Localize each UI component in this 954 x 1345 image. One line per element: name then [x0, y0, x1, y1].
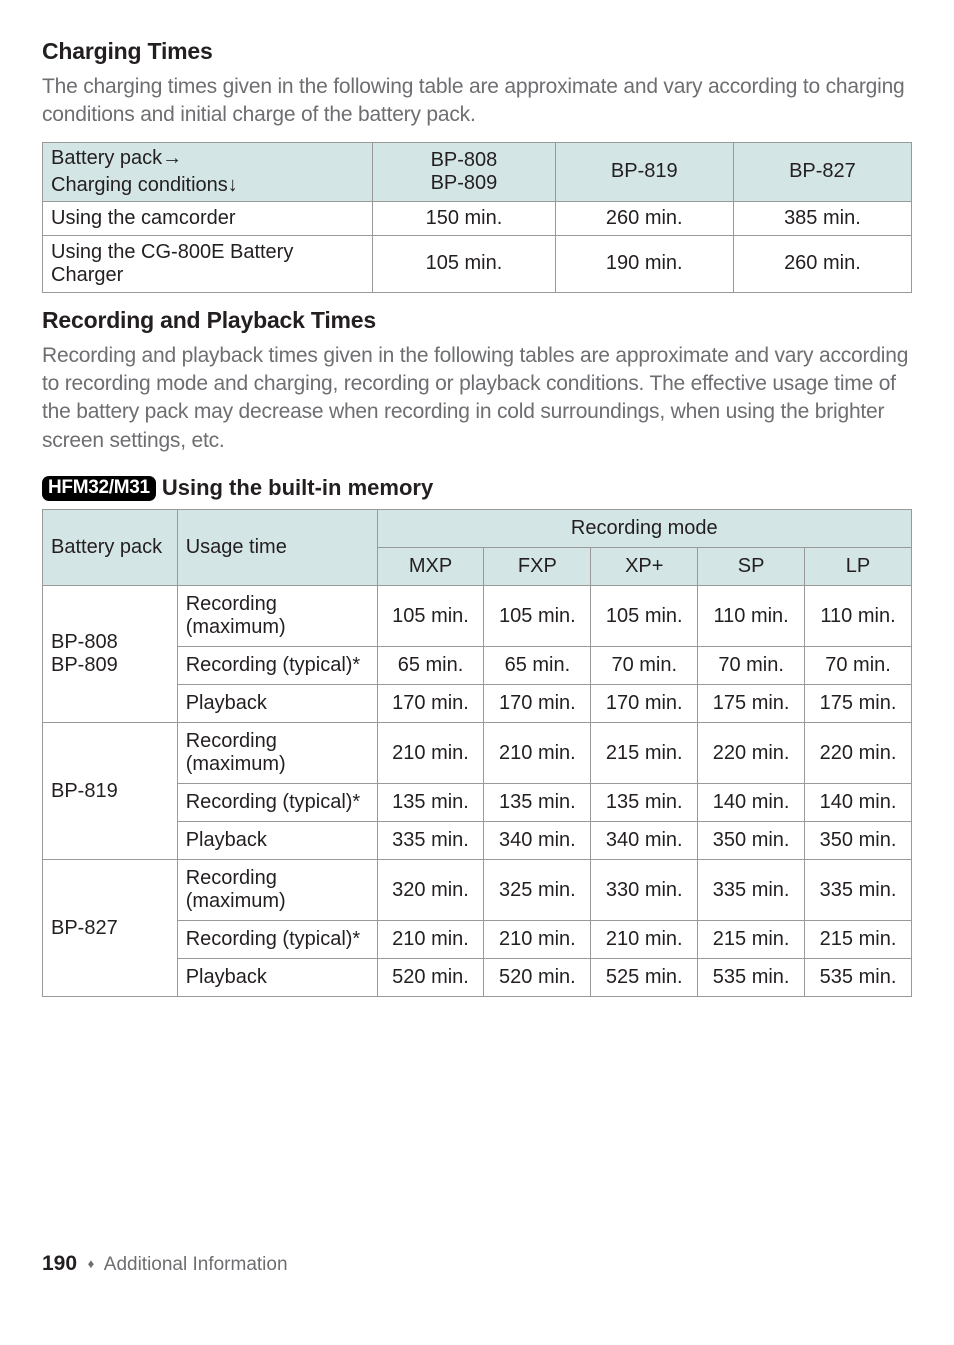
rec-g2r0-v0: 320 min.	[377, 860, 484, 921]
table-row: BP-827 Recording (maximum) 320 min. 325 …	[43, 860, 912, 921]
recording-heading: Recording and Playback Times	[42, 307, 912, 334]
rec-hdr-usage: Usage time	[177, 510, 377, 586]
footer-section: Additional Information	[104, 1254, 288, 1275]
rec-g0r1-v0: 65 min.	[377, 647, 484, 685]
rec-mode-3: SP	[698, 548, 805, 586]
diamond-icon: ♦	[88, 1256, 95, 1271]
rec-g0r1-v2: 70 min.	[591, 647, 698, 685]
table-row: BP-808 BP-809 Recording (maximum) 105 mi…	[43, 586, 912, 647]
rec-g1r2-label: Playback	[177, 822, 377, 860]
rec-g0r0-v2: 105 min.	[591, 586, 698, 647]
rec-g0r2-v0: 170 min.	[377, 685, 484, 723]
table-row: Using the camcorder 150 min. 260 min. 38…	[43, 201, 912, 235]
rec-g0r1-v1: 65 min.	[484, 647, 591, 685]
rec-g2r1-label: Recording (typical)*	[177, 921, 377, 959]
rec-g0r1-v4: 70 min.	[805, 647, 912, 685]
page-footer: 190 ♦ Additional Information	[42, 1252, 912, 1276]
rec-g1r1-label: Recording (typical)*	[177, 784, 377, 822]
rec-g0r2-label: Playback	[177, 685, 377, 723]
rec-g0r0-v3: 110 min.	[698, 586, 805, 647]
rec-g1r0-v1: 210 min.	[484, 723, 591, 784]
rec-g1r2-v1: 340 min.	[484, 822, 591, 860]
rec-g1r0-v0: 210 min.	[377, 723, 484, 784]
model-badge: HFM32/M31	[42, 476, 156, 501]
memory-badge-text: Using the built-in memory	[162, 475, 433, 501]
rec-g0r2-v3: 175 min.	[698, 685, 805, 723]
charging-row0-label: Using the camcorder	[43, 201, 373, 235]
rec-pack-0: BP-808 BP-809	[43, 586, 178, 723]
rec-g0r1-v3: 70 min.	[698, 647, 805, 685]
rec-g0r2-v4: 175 min.	[805, 685, 912, 723]
rec-g2r2-label: Playback	[177, 959, 377, 997]
rec-g2r1-v3: 215 min.	[698, 921, 805, 959]
rec-mode-1: FXP	[484, 548, 591, 586]
rec-g2r0-v4: 335 min.	[805, 860, 912, 921]
rec-g2r0-v3: 335 min.	[698, 860, 805, 921]
rec-g0r0-v0: 105 min.	[377, 586, 484, 647]
rec-g2r0-v2: 330 min.	[591, 860, 698, 921]
rec-g1r1-v4: 140 min.	[805, 784, 912, 822]
rec-g2r2-v2: 525 min.	[591, 959, 698, 997]
rec-g0r2-v1: 170 min.	[484, 685, 591, 723]
rec-g0r0-v4: 110 min.	[805, 586, 912, 647]
charging-col-0: BP-808 BP-809	[373, 142, 555, 201]
rec-pack-2: BP-827	[43, 860, 178, 997]
charging-hdr-left: Battery pack→ Charging conditions↓	[43, 142, 373, 201]
charging-row1-label: Using the CG-800E Battery Charger	[43, 235, 373, 292]
rec-g1r2-v2: 340 min.	[591, 822, 698, 860]
rec-mode-2: XP+	[591, 548, 698, 586]
rec-g1r1-v3: 140 min.	[698, 784, 805, 822]
charging-times-heading: Charging Times	[42, 38, 912, 65]
rec-g2r1-v0: 210 min.	[377, 921, 484, 959]
rec-hdr-battery: Battery pack	[43, 510, 178, 586]
rec-g2r2-v4: 535 min.	[805, 959, 912, 997]
rec-mode-0: MXP	[377, 548, 484, 586]
charging-row0-v2: 385 min.	[733, 201, 911, 235]
charging-col-2: BP-827	[733, 142, 911, 201]
charging-row1-v0: 105 min.	[373, 235, 555, 292]
charging-hdr-conditions: Charging conditions↓	[51, 172, 364, 199]
rec-g2r0-v1: 325 min.	[484, 860, 591, 921]
rec-g1r0-v4: 220 min.	[805, 723, 912, 784]
charging-times-intro: The charging times given in the followin…	[42, 73, 912, 130]
rec-g1r1-v0: 135 min.	[377, 784, 484, 822]
rec-g2r2-v3: 535 min.	[698, 959, 805, 997]
rec-g0r1-label: Recording (typical)*	[177, 647, 377, 685]
charging-row0-v1: 260 min.	[555, 201, 733, 235]
charging-row0-v0: 150 min.	[373, 201, 555, 235]
rec-g2r1-v1: 210 min.	[484, 921, 591, 959]
charging-col-1: BP-819	[555, 142, 733, 201]
rec-mode-4: LP	[805, 548, 912, 586]
rec-g2r0-label: Recording (maximum)	[177, 860, 377, 921]
rec-pack-1: BP-819	[43, 723, 178, 860]
rec-g0r0-label: Recording (maximum)	[177, 586, 377, 647]
rec-g2r1-v2: 210 min.	[591, 921, 698, 959]
charging-hdr-battery: Battery pack→	[51, 145, 364, 172]
rec-g2r2-v1: 520 min.	[484, 959, 591, 997]
rec-g1r2-v0: 335 min.	[377, 822, 484, 860]
memory-badge-row: HFM32/M31 Using the built-in memory	[42, 475, 912, 501]
rec-g2r2-v0: 520 min.	[377, 959, 484, 997]
rec-g1r0-v3: 220 min.	[698, 723, 805, 784]
recording-intro: Recording and playback times given in th…	[42, 342, 912, 455]
table-row: Using the CG-800E Battery Charger 105 mi…	[43, 235, 912, 292]
rec-g1r0-label: Recording (maximum)	[177, 723, 377, 784]
rec-g1r2-v4: 350 min.	[805, 822, 912, 860]
rec-g1r2-v3: 350 min.	[698, 822, 805, 860]
charging-table: Battery pack→ Charging conditions↓ BP-80…	[42, 142, 912, 293]
rec-g1r0-v2: 215 min.	[591, 723, 698, 784]
charging-row1-v1: 190 min.	[555, 235, 733, 292]
charging-row1-v2: 260 min.	[733, 235, 911, 292]
page-number: 190	[42, 1252, 77, 1275]
rec-g1r1-v2: 135 min.	[591, 784, 698, 822]
table-row: BP-819 Recording (maximum) 210 min. 210 …	[43, 723, 912, 784]
rec-g0r2-v2: 170 min.	[591, 685, 698, 723]
recording-table: Battery pack Usage time Recording mode M…	[42, 509, 912, 997]
rec-g2r1-v4: 215 min.	[805, 921, 912, 959]
rec-g0r0-v1: 105 min.	[484, 586, 591, 647]
rec-g1r1-v1: 135 min.	[484, 784, 591, 822]
rec-hdr-mode: Recording mode	[377, 510, 911, 548]
